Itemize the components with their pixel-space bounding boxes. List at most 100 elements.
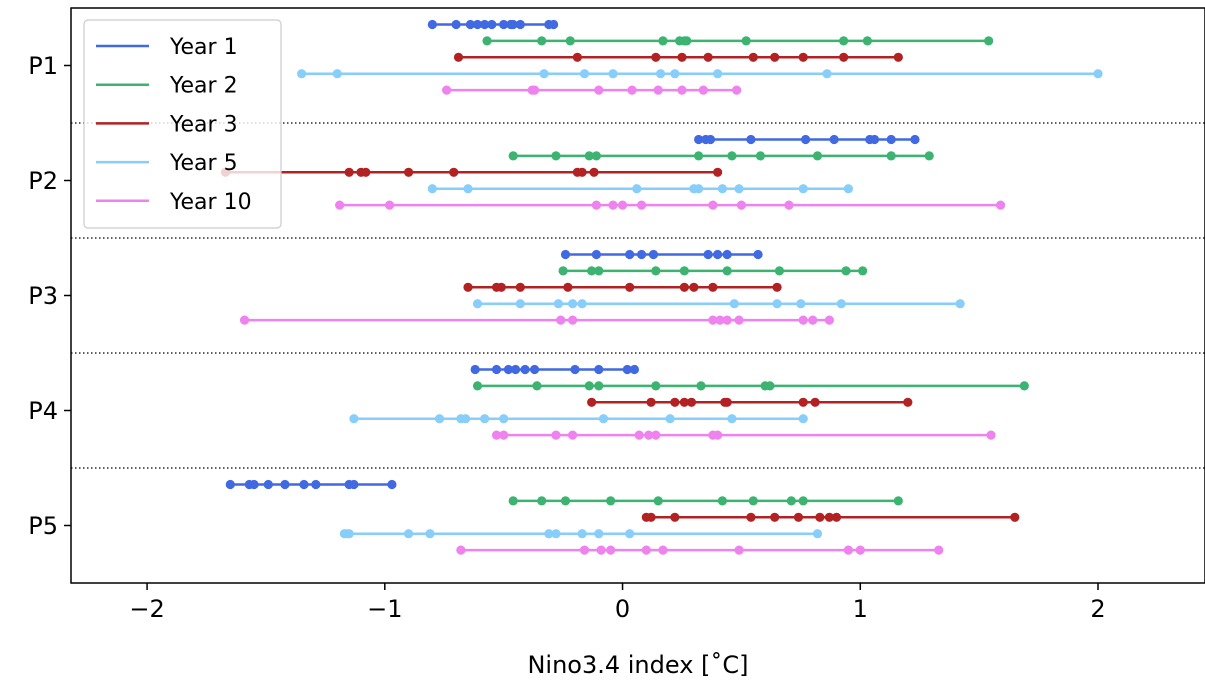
y-tick-label: P3 xyxy=(28,282,58,310)
data-point xyxy=(686,397,697,407)
data-point xyxy=(713,69,723,79)
data-point xyxy=(1093,69,1103,79)
data-point xyxy=(774,266,785,276)
data-point xyxy=(344,167,354,177)
data-point xyxy=(705,134,716,145)
data-point xyxy=(886,151,896,161)
data-point xyxy=(886,134,896,145)
data-point xyxy=(786,496,796,506)
data-point xyxy=(629,364,640,375)
data-point xyxy=(570,364,580,375)
data-point xyxy=(434,414,445,424)
data-point xyxy=(565,36,575,46)
data-point xyxy=(594,381,604,391)
data-point xyxy=(694,134,704,145)
data-point xyxy=(670,69,680,79)
data-point xyxy=(839,52,849,62)
y-axis: P1 P2 P3 P4 P5 xyxy=(28,52,71,540)
data-point xyxy=(755,151,766,161)
group-p3 xyxy=(239,249,965,325)
data-point xyxy=(841,266,851,276)
data-point xyxy=(924,151,934,161)
data-point xyxy=(461,414,471,424)
data-point xyxy=(568,430,578,440)
data-point xyxy=(480,414,490,424)
data-point xyxy=(748,496,758,506)
data-point xyxy=(839,36,849,46)
data-point xyxy=(456,545,466,555)
data-point xyxy=(734,545,744,555)
data-point xyxy=(529,85,540,95)
group-p2 xyxy=(220,134,1006,210)
data-point xyxy=(703,52,713,62)
data-point xyxy=(822,69,832,79)
data-point xyxy=(903,397,913,407)
data-point xyxy=(617,200,628,210)
data-point xyxy=(539,69,549,79)
data-point xyxy=(594,85,604,95)
y-tick-label: P4 xyxy=(28,397,58,425)
data-point xyxy=(463,282,473,292)
data-point xyxy=(808,315,818,325)
data-point xyxy=(1019,381,1029,391)
data-point xyxy=(472,381,483,391)
data-point xyxy=(225,479,235,490)
data-point xyxy=(651,52,661,62)
legend-box xyxy=(83,19,282,229)
data-point xyxy=(625,249,635,260)
data-point xyxy=(955,299,965,309)
data-point xyxy=(636,249,647,260)
data-point xyxy=(560,496,571,506)
data-point xyxy=(606,545,616,555)
data-point xyxy=(491,364,502,375)
data-point xyxy=(449,167,459,177)
data-point xyxy=(553,299,563,309)
data-point xyxy=(893,496,903,506)
data-point xyxy=(508,151,518,161)
x-axis-label: Nino3.4 index [˚C] xyxy=(527,651,748,679)
data-point xyxy=(634,430,644,440)
data-point xyxy=(568,315,578,325)
data-point xyxy=(836,299,846,309)
data-point xyxy=(722,266,732,276)
legend: Year 1 Year 2 Year 3 Year 5 Year 10 xyxy=(83,19,282,229)
data-point xyxy=(335,200,345,210)
data-point xyxy=(311,479,321,490)
data-point xyxy=(653,496,663,506)
data-point xyxy=(403,529,414,539)
data-point xyxy=(589,167,599,177)
data-point xyxy=(537,36,547,46)
legend-label: Year 3 xyxy=(169,112,238,137)
data-point xyxy=(793,512,804,522)
data-point xyxy=(544,529,554,539)
data-point xyxy=(587,266,597,276)
data-point xyxy=(508,496,518,506)
data-point xyxy=(1010,512,1020,522)
data-point xyxy=(995,200,1006,210)
data-point xyxy=(299,479,309,490)
data-point xyxy=(480,19,490,30)
data-point xyxy=(499,414,509,424)
data-point xyxy=(503,364,514,375)
data-point xyxy=(349,479,359,490)
data-point xyxy=(472,19,483,30)
data-point xyxy=(529,364,540,375)
data-point xyxy=(579,545,590,555)
series-layer xyxy=(220,19,1103,555)
data-point xyxy=(496,282,506,292)
data-point xyxy=(677,52,687,62)
data-point xyxy=(508,19,518,30)
data-point xyxy=(934,545,944,555)
x-axis: −2 −1 0 1 2 xyxy=(129,583,1106,623)
data-point xyxy=(551,430,561,440)
data-point xyxy=(713,167,723,177)
data-point xyxy=(770,512,780,522)
data-point xyxy=(384,200,395,210)
data-point xyxy=(560,249,571,260)
x-tick-label: −2 xyxy=(129,595,164,623)
data-point xyxy=(910,134,920,145)
data-point xyxy=(665,414,675,424)
data-point xyxy=(708,200,718,210)
data-point xyxy=(453,52,464,62)
